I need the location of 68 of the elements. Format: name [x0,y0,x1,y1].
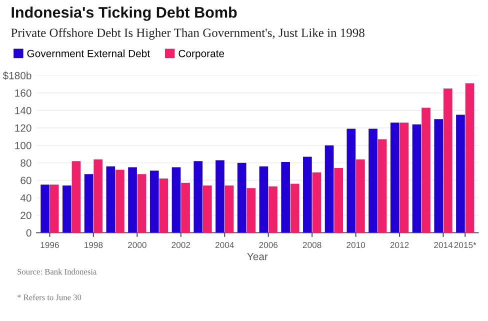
x-tick-label: 2006 [259,242,278,248]
x-tick-label: 2004 [215,242,234,248]
bar [378,139,387,233]
bar [159,178,168,233]
bar [303,156,312,233]
x-tick-label: 2010 [346,242,366,248]
bar [368,128,378,233]
bar [62,186,72,233]
x-axis-title: Year [247,252,268,260]
legend-label: Corporate [178,50,224,60]
bar [237,162,246,233]
bar [137,174,146,233]
x-tick-label: 2002 [172,242,190,248]
bar [290,184,300,233]
y-tick-label: 0 [26,229,32,237]
bar [116,170,124,233]
y-tick-label: 40 [20,194,32,202]
y-tick-label: 20 [20,212,32,220]
bar [181,182,190,233]
bar [150,170,159,233]
bar [400,122,409,233]
y-tick-label: 80 [20,159,32,167]
bar [94,159,103,233]
bar [194,161,203,233]
bar [172,167,181,233]
x-tick-label: 2000 [128,242,146,248]
bar [456,114,465,233]
x-tick-label: 2015* [454,242,476,248]
bar [356,159,365,233]
bar [246,188,256,233]
bar [40,184,50,233]
bar [334,168,343,233]
legend-label: Government External Debt [27,50,150,58]
text: * Refers to June 30 [17,294,82,300]
bar [346,128,356,233]
x-tick-label: 1996 [40,242,59,248]
y-tick-label: 60 [20,176,32,184]
bar [443,88,452,233]
bar [390,122,400,233]
bar [281,162,290,233]
bar [72,161,81,233]
bar [106,166,116,233]
bar [224,186,234,233]
bar [434,119,444,233]
x-tick-label: 1998 [84,242,103,248]
bar [412,124,422,233]
bar [84,174,94,233]
bar [324,145,334,233]
x-tick-label: 2012 [390,242,409,248]
bar [312,172,322,233]
y-tick-label: 120 [15,124,32,132]
bar [202,186,212,233]
bar [50,184,59,233]
bar [128,167,137,233]
y-tick-label: $180b [2,72,32,80]
x-tick-label: 2014 [434,242,453,248]
bar [465,83,474,233]
y-tick-label: 140 [15,106,32,114]
bar [259,166,268,233]
y-tick-label: 160 [15,89,32,97]
chart-title: Indonesia's Ticking Debt Bomb [12,6,237,21]
bar [268,186,278,233]
bar [422,108,430,233]
y-tick-label: 100 [15,142,32,150]
bar [216,160,224,233]
source-note: Source: Bank Indonesia [18,268,97,275]
x-tick-label: 2008 [302,242,322,248]
chart-subtitle: Private Offshore Debt Is Higher Than Government's, Just Like in 1998 [11,28,364,40]
